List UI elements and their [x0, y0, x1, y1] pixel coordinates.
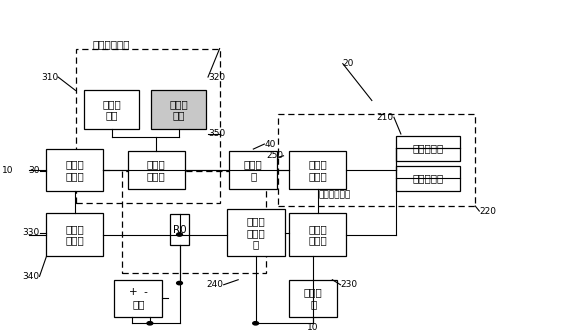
Bar: [122, 171, 266, 273]
Text: 30: 30: [28, 166, 40, 175]
Bar: [151, 90, 206, 129]
Text: 第一控制模块: 第一控制模块: [318, 191, 351, 199]
Text: 20: 20: [343, 59, 354, 68]
Bar: [46, 213, 103, 256]
Bar: [76, 49, 220, 203]
Text: 第一定
时器: 第一定 时器: [102, 99, 121, 121]
Text: 320: 320: [208, 73, 225, 81]
Bar: [289, 151, 346, 189]
Circle shape: [177, 281, 182, 285]
Text: 350: 350: [208, 130, 225, 138]
Circle shape: [147, 322, 153, 325]
Text: 330: 330: [22, 228, 40, 237]
Bar: [229, 151, 277, 189]
Text: 第二比
较单元: 第二比 较单元: [147, 159, 166, 181]
Bar: [396, 166, 460, 191]
Text: 210: 210: [377, 113, 394, 122]
Bar: [289, 213, 346, 256]
Text: 40: 40: [264, 140, 276, 148]
Text: 310: 310: [41, 73, 58, 81]
Bar: [46, 149, 103, 191]
Text: 250: 250: [267, 151, 284, 160]
Bar: [84, 90, 139, 129]
Text: 电流检
测单元: 电流检 测单元: [66, 224, 84, 245]
Text: 充放电
检测单
元: 充放电 检测单 元: [246, 216, 265, 250]
Bar: [278, 114, 475, 206]
Text: 220: 220: [479, 207, 496, 215]
Bar: [227, 209, 285, 256]
Bar: [114, 280, 162, 317]
Bar: [396, 136, 460, 161]
Text: 检测模
块: 检测模 块: [304, 287, 322, 309]
Bar: [128, 151, 185, 189]
Text: 第一计数器: 第一计数器: [413, 174, 444, 183]
Text: 230: 230: [340, 280, 357, 289]
Bar: [289, 280, 337, 317]
Bar: [170, 214, 189, 245]
Text: 判断模
块: 判断模 块: [244, 159, 263, 181]
Text: R0: R0: [173, 225, 187, 235]
Text: 第二计
数器: 第二计 数器: [169, 99, 188, 121]
Text: 340: 340: [23, 272, 40, 281]
Text: 240: 240: [207, 280, 224, 289]
Text: 第一比
较单元: 第一比 较单元: [309, 159, 327, 181]
Circle shape: [177, 233, 182, 236]
Text: 第二控制模块: 第二控制模块: [93, 39, 131, 49]
Text: 第一定时器: 第一定时器: [413, 143, 444, 153]
Circle shape: [253, 322, 259, 325]
Text: 10: 10: [307, 323, 319, 332]
Text: 第一处
理单元: 第一处 理单元: [309, 224, 327, 245]
Text: 第二处
理单元: 第二处 理单元: [66, 159, 84, 181]
Text: 10: 10: [2, 166, 13, 175]
Text: +  -
电池: + - 电池: [129, 287, 148, 309]
